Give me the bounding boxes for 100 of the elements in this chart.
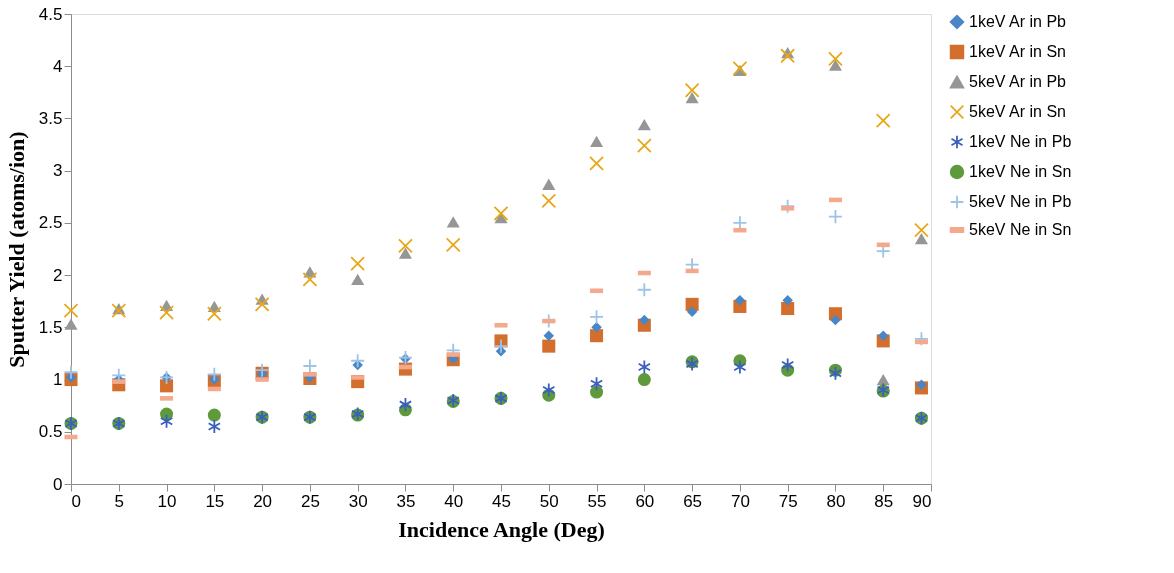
point: [591, 322, 602, 333]
point: [63, 303, 79, 319]
point: [542, 178, 556, 190]
point: [64, 318, 78, 330]
y-tick-label: 4: [53, 56, 63, 76]
legend-label: 1keV Ne in Pb: [969, 133, 1072, 150]
point: [542, 339, 556, 353]
point: [302, 271, 318, 287]
x-axis-title: Incidence Angle (Deg): [398, 516, 605, 542]
x-tick-label: 20: [253, 491, 273, 511]
legend-label: 5keV Ar in Pb: [969, 73, 1067, 90]
x-tick-label: 50: [539, 491, 559, 511]
y-tick-label: 2: [53, 265, 63, 285]
point: [637, 359, 651, 375]
point: [876, 373, 890, 386]
point: [781, 357, 795, 373]
y-tick-label: 4.5: [38, 4, 63, 24]
point: [875, 113, 891, 128]
y-axis-title: Sputter Yield (atoms/ion): [3, 131, 29, 368]
point: [398, 238, 413, 254]
point: [734, 294, 746, 306]
x-tick-label: 30: [348, 491, 368, 511]
x-tick-label: 45: [492, 491, 511, 511]
point: [637, 119, 651, 131]
point: [914, 331, 929, 347]
point: [589, 155, 604, 171]
point: [636, 138, 652, 154]
x-tick-label: 85: [874, 491, 894, 511]
point: [445, 237, 461, 253]
point: [780, 198, 796, 214]
point: [914, 222, 929, 238]
point: [732, 60, 748, 76]
point: [159, 413, 174, 429]
y-tick-label: 3: [53, 161, 63, 181]
point: [254, 296, 270, 312]
y-tick-label: 1.5: [38, 317, 63, 337]
x-tick-label: 0: [71, 491, 81, 511]
point: [828, 209, 843, 225]
point: [589, 376, 604, 392]
point: [543, 330, 555, 341]
point: [782, 294, 793, 306]
legend-label: 1keV Ar in Sn: [969, 43, 1066, 60]
point: [781, 302, 795, 316]
x-tick-label: 40: [444, 491, 464, 511]
legend-label: 1keV Ar in Pb: [969, 13, 1067, 30]
point: [590, 135, 604, 148]
legend-label: 5keV Ne in Sn: [969, 221, 1072, 238]
x-tick-label: 75: [778, 491, 798, 511]
point: [350, 256, 366, 272]
x-tick-label: 15: [205, 491, 225, 511]
point: [828, 51, 843, 67]
point: [302, 358, 318, 374]
y-tick-label: 2.5: [38, 213, 63, 233]
legend-label: 1keV Ne in Sn: [969, 163, 1072, 180]
legend-label: 5keV Ar in Sn: [969, 103, 1066, 120]
point: [350, 353, 366, 369]
x-tick-label: 70: [730, 491, 750, 511]
x-tick-label: 55: [587, 491, 607, 511]
point: [351, 273, 365, 285]
point: [830, 314, 841, 326]
point: [541, 193, 557, 209]
point: [398, 247, 412, 259]
legend-label: 5keV Ne in Pb: [969, 193, 1072, 210]
x-tick-label: 10: [157, 491, 177, 511]
x-tick-label: 65: [683, 491, 703, 511]
y-tick-label: 1: [53, 370, 63, 390]
point: [398, 397, 413, 413]
point: [914, 232, 928, 245]
point: [493, 206, 509, 221]
point: [254, 362, 270, 378]
x-tick-label: 5: [114, 491, 125, 511]
point: [637, 373, 651, 387]
x-tick-label: 25: [300, 491, 320, 511]
point: [207, 408, 221, 422]
x-tick-label: 35: [396, 491, 416, 511]
x-tick-label: 80: [826, 491, 846, 511]
x-tick-label: 90: [912, 491, 932, 511]
y-tick-label: 0.5: [38, 422, 63, 442]
point: [828, 365, 843, 381]
y-tick-label: 3.5: [38, 108, 63, 128]
point: [877, 330, 889, 341]
point: [828, 59, 842, 71]
point: [493, 338, 509, 354]
x-tick-label: 60: [635, 491, 655, 511]
point: [590, 385, 604, 399]
point: [916, 379, 927, 391]
point: [780, 48, 796, 64]
point: [206, 366, 222, 382]
y-tick-label: 0: [53, 474, 63, 494]
point: [159, 305, 174, 321]
point: [685, 91, 699, 104]
point: [684, 82, 700, 98]
point: [639, 314, 650, 326]
point: [733, 359, 747, 375]
point: [589, 309, 604, 325]
point: [111, 303, 127, 319]
point: [63, 364, 79, 380]
point: [590, 329, 604, 343]
point: [446, 216, 460, 228]
point: [636, 282, 652, 298]
